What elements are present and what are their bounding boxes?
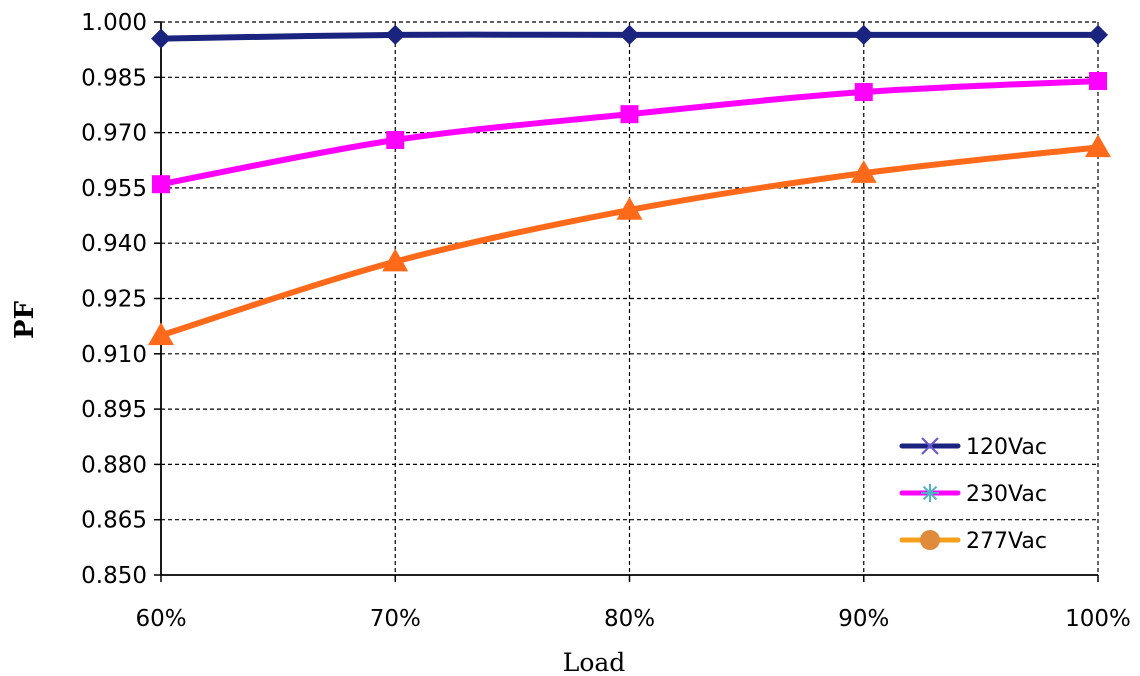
axes: 0.850 0.865 0.880 0.895 0.910 0.925 0.940 0.955… (81, 10, 1131, 632)
data-point-230vac (1089, 71, 1107, 90)
legend-label: 230Vac (966, 482, 1047, 507)
y-tick-label: 0.880 (81, 452, 147, 478)
series-layer (148, 24, 1111, 346)
legend-item-277vac: 277Vac (899, 529, 1047, 554)
legend-label: 120Vac (966, 435, 1047, 460)
y-tick-label: 0.850 (81, 563, 147, 589)
x-stroke (921, 437, 939, 455)
x-tick-label: 80% (604, 606, 655, 632)
data-point-230vac (386, 130, 405, 149)
y-tick-label: 0.940 (81, 231, 147, 257)
x-axis-title: Load (563, 648, 626, 676)
x-tick-label: 70% (370, 606, 421, 632)
y-tick-label: 0.970 (81, 121, 147, 147)
legend-label: 277Vac (966, 529, 1047, 554)
series-277vac (148, 134, 1111, 346)
grid (161, 21, 1099, 575)
y-tick-label: 0.955 (81, 176, 147, 202)
y-tick-label: 0.865 (81, 508, 147, 534)
data-point-230vac (152, 175, 170, 194)
series-230vac (152, 71, 1107, 194)
x-tick-label: 60% (135, 606, 186, 632)
y-tick-label: 0.910 (81, 342, 147, 368)
data-point-277vac (1085, 134, 1111, 158)
y-tick-label: 1.000 (81, 10, 147, 36)
legend-marker (920, 530, 940, 550)
y-tick-label: 0.895 (81, 397, 147, 423)
legend-marker (921, 484, 939, 502)
x-tick-label: 100% (1065, 606, 1131, 632)
data-point-277vac (148, 322, 174, 346)
legend: 120Vac 230Vac 277Vac (899, 435, 1047, 554)
legend-marker (921, 437, 939, 455)
data-point-120vac (853, 24, 874, 45)
legend-item-230vac: 230Vac (899, 482, 1047, 507)
data-point-120vac (1088, 24, 1108, 45)
y-tick-label: 0.925 (81, 287, 147, 313)
y-tick-label: 0.985 (81, 65, 147, 91)
asterisk-stroke (922, 485, 938, 501)
legend-item-120vac: 120Vac (899, 435, 1047, 460)
data-point-277vac (850, 160, 877, 183)
data-point-230vac (620, 105, 639, 124)
data-point-120vac (151, 28, 171, 49)
series-120vac (151, 24, 1108, 49)
data-point-277vac (382, 248, 409, 272)
y-axis-title: PF (10, 300, 40, 339)
x-tick-label: 90% (838, 606, 889, 632)
data-point-120vac (385, 24, 406, 45)
data-point-277vac (616, 197, 643, 220)
data-point-120vac (619, 24, 640, 45)
data-point-230vac (854, 83, 873, 102)
